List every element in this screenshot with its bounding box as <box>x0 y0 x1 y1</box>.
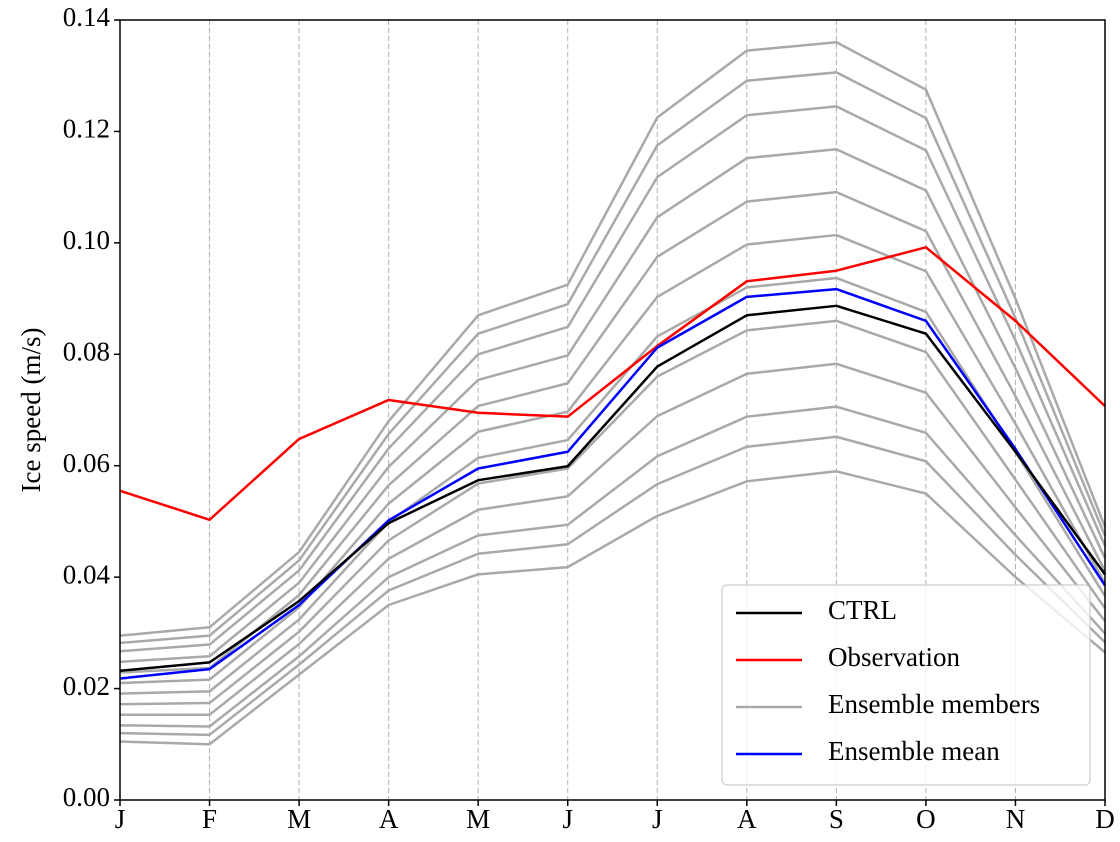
ensemble-line <box>119 435 1106 737</box>
y-tick-label: 0.14 <box>63 2 111 32</box>
ensemble-line <box>119 405 1106 728</box>
y-tick-label: 0.12 <box>63 114 110 144</box>
y-tick-label: 0.02 <box>63 671 110 701</box>
legend-label: Ensemble mean <box>828 736 1000 766</box>
legend-label: Observation <box>828 642 960 672</box>
x-tick-label: O <box>916 804 936 834</box>
y-tick-label: 0.08 <box>63 336 110 366</box>
legend-box <box>721 584 1091 786</box>
x-tick-label: J <box>652 804 663 834</box>
y-axis-label: Ice speed (m/s) <box>16 328 46 493</box>
y-tick-label: 0.04 <box>63 559 111 589</box>
ensemble-line <box>119 71 1107 645</box>
x-tick-label: A <box>737 804 757 834</box>
ensemble-line <box>119 148 1107 664</box>
x-tick-label: S <box>829 804 844 834</box>
legend-label: Ensemble members <box>828 689 1040 719</box>
x-tick-label: N <box>1006 804 1026 834</box>
y-tick-label: 0.06 <box>63 448 110 478</box>
series-line <box>119 246 1106 522</box>
ensemble-line <box>119 105 1107 653</box>
x-tick-label: M <box>466 804 490 834</box>
ensemble-line <box>119 276 1107 695</box>
legend-label: CTRL <box>828 595 897 625</box>
x-tick-label: J <box>562 804 573 834</box>
x-tick-label: M <box>287 804 311 834</box>
x-tick-label: J <box>115 804 126 834</box>
x-tick-label: F <box>202 804 217 834</box>
x-tick-label: D <box>1095 804 1115 834</box>
ensemble-line <box>119 470 1106 746</box>
x-tick-label: A <box>379 804 399 834</box>
plot-frame <box>119 19 1106 801</box>
y-tick-label: 0.00 <box>63 782 110 812</box>
ensemble-line <box>119 233 1107 685</box>
ensemble-line <box>120 362 1106 717</box>
y-tick-label: 0.10 <box>63 225 110 255</box>
series-line <box>119 287 1107 680</box>
ensemble-line <box>119 319 1107 706</box>
ensemble-line <box>119 41 1107 637</box>
series-line <box>119 304 1107 672</box>
